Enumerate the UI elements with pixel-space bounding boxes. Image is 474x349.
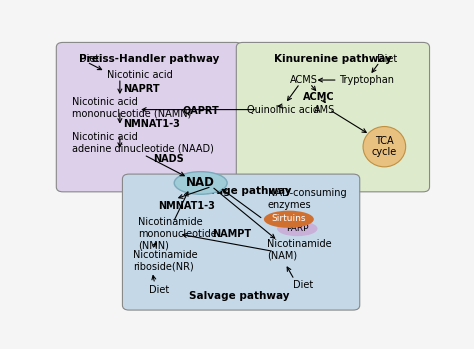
Text: NADS: NADS [153,154,183,164]
Text: PARP: PARP [286,224,309,233]
FancyBboxPatch shape [122,174,360,310]
Text: NAMPT: NAMPT [212,229,251,239]
Text: NAD-consuming
enzymes: NAD-consuming enzymes [268,188,346,210]
Text: QAPRT: QAPRT [182,105,219,116]
Text: Preiss-Handler pathway: Preiss-Handler pathway [79,54,219,64]
Text: NMNAT1-3: NMNAT1-3 [158,201,215,211]
Text: Tryptophan: Tryptophan [339,75,394,85]
Text: Nicotinic acid: Nicotinic acid [107,70,173,81]
Text: NAPRT: NAPRT [124,84,160,94]
Text: Sirtuins: Sirtuins [272,214,306,223]
Text: NMNAT1-3: NMNAT1-3 [124,119,181,129]
Text: ACMS: ACMS [290,75,318,85]
Text: Nicotinamide
riboside(NR): Nicotinamide riboside(NR) [133,250,197,272]
Ellipse shape [174,172,227,194]
Text: Quinolinic acid: Quinolinic acid [246,105,319,114]
Ellipse shape [363,127,406,167]
Text: Nicotinamide
mononucleotide
(NMN): Nicotinamide mononucleotide (NMN) [138,217,217,251]
Text: TCA
cycle: TCA cycle [372,136,397,157]
FancyBboxPatch shape [237,43,429,192]
FancyBboxPatch shape [56,43,242,192]
Text: ACMC: ACMC [303,92,335,102]
Text: Salvage pathway: Salvage pathway [191,186,292,196]
Text: Kinurenine pathway: Kinurenine pathway [274,54,392,64]
Ellipse shape [277,221,318,236]
Text: NAD: NAD [186,177,215,190]
Text: Salvage pathway: Salvage pathway [189,291,290,301]
Text: Nicotinamide
(NAM): Nicotinamide (NAM) [267,239,331,261]
Text: Nicotinic acid
mononucleotide (NAMN): Nicotinic acid mononucleotide (NAMN) [72,97,191,119]
Text: Diet: Diet [80,54,100,64]
Text: Diet: Diet [292,280,313,290]
Text: AMS: AMS [314,105,335,114]
Text: Diet: Diet [377,54,397,64]
Text: Nicotinic acid
adenine dinucleotide (NAAD): Nicotinic acid adenine dinucleotide (NAA… [72,132,214,154]
Text: Diet: Diet [149,285,170,296]
Ellipse shape [264,211,314,228]
